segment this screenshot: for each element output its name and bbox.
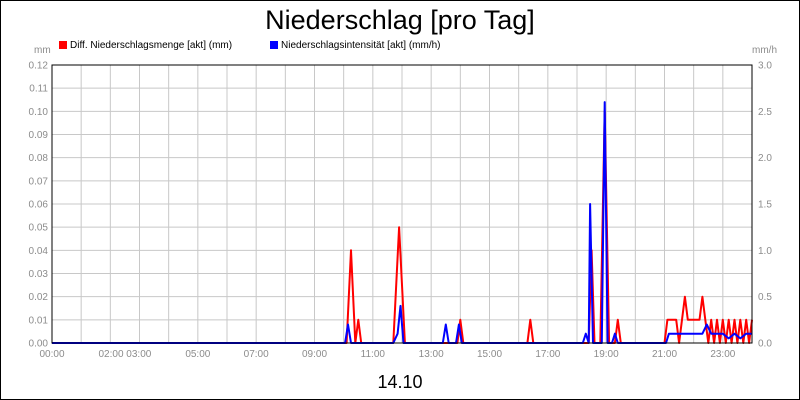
left-tick-label: 0.01 (29, 315, 49, 326)
x-tick-label: 21:00 (652, 349, 677, 360)
right-axis-unit: mm/h (752, 45, 777, 56)
series-line-intensity (52, 101, 752, 344)
left-tick-label: 0.02 (29, 292, 49, 303)
right-tick-label: 0.5 (758, 292, 772, 303)
left-tick-label: 0.06 (29, 200, 49, 211)
x-tick-label: 17:00 (535, 349, 560, 360)
right-tick-label: 1.0 (758, 246, 772, 257)
left-tick-label: 0.07 (29, 176, 49, 187)
x-tick-label: 00:00 (39, 349, 64, 360)
left-tick-label: 0.09 (29, 130, 49, 141)
left-tick-label: 0.03 (29, 269, 49, 280)
left-tick-label: 0.04 (29, 246, 49, 257)
left-tick-label: 0.05 (29, 223, 49, 234)
legend-label-diff: Diff. Niederschlagsmenge [akt] (mm) (70, 40, 232, 51)
x-tick-label: 09:00 (302, 349, 327, 360)
date-label: 14.10 (377, 372, 422, 392)
right-tick-label: 1.5 (758, 200, 772, 211)
legend-label-intensity: Niederschlagsintensität [akt] (mm/h) (281, 40, 441, 51)
x-tick-label: 02:00 03:00 (99, 349, 152, 360)
right-tick-label: 3.0 (758, 61, 772, 72)
x-tick-label: 15:00 (477, 349, 502, 360)
right-axis-ticks: 0.0 0.5 1.0 1.5 2.0 2.5 3.0 (758, 61, 772, 350)
x-tick-label: 11:00 (361, 349, 386, 360)
x-tick-label: 19:00 (594, 349, 619, 360)
left-tick-label: 0.00 (29, 339, 49, 350)
x-tick-label: 13:00 (419, 349, 444, 360)
left-tick-label: 0.12 (29, 61, 49, 72)
left-tick-label: 0.10 (29, 107, 49, 118)
x-axis-ticks: 00:00 02:00 03:00 05:00 07:00 09:00 11:00 13:0… (39, 349, 735, 360)
left-tick-label: 0.08 (29, 153, 49, 164)
legend-swatch-diff (59, 41, 67, 49)
right-tick-label: 2.0 (758, 153, 772, 164)
legend-swatch-intensity (270, 41, 278, 49)
x-tick-label: 23:00 (710, 349, 735, 360)
left-axis-ticks: 0.00 0.01 0.02 0.03 0.04 0.05 0.06 0.07 0.08 0.09… (29, 61, 49, 350)
chart-title: Niederschlag [pro Tag] (265, 5, 535, 35)
right-tick-label: 0.0 (758, 339, 772, 350)
legend: Diff. Niederschlagsmenge [akt] (mm) Nied… (59, 40, 441, 51)
plot-border (51, 64, 753, 344)
left-tick-label: 0.11 (29, 84, 48, 95)
x-tick-label: 05:00 (185, 349, 210, 360)
x-tick-label: 07:00 (244, 349, 269, 360)
right-tick-label: 2.5 (758, 107, 772, 118)
left-axis-unit: mm (34, 45, 51, 56)
